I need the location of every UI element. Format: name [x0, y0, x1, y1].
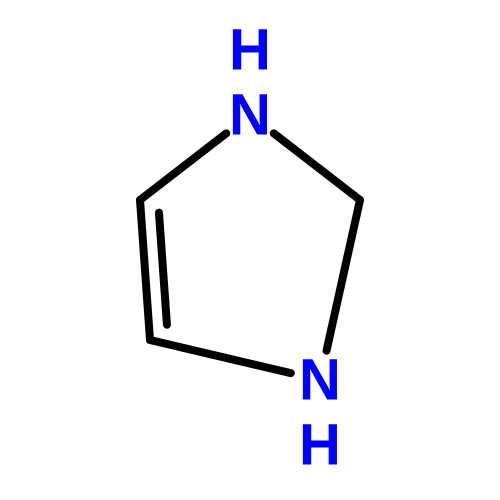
bond: [140, 133, 226, 200]
bond: [159, 213, 167, 325]
bond: [327, 200, 360, 351]
atom-N3: N: [299, 347, 341, 414]
atom-H3: H: [299, 412, 341, 479]
bond: [150, 340, 291, 373]
bond: [274, 133, 360, 200]
atom-N1: N: [229, 82, 271, 149]
atom-H1: H: [229, 17, 271, 84]
bond: [140, 200, 150, 340]
